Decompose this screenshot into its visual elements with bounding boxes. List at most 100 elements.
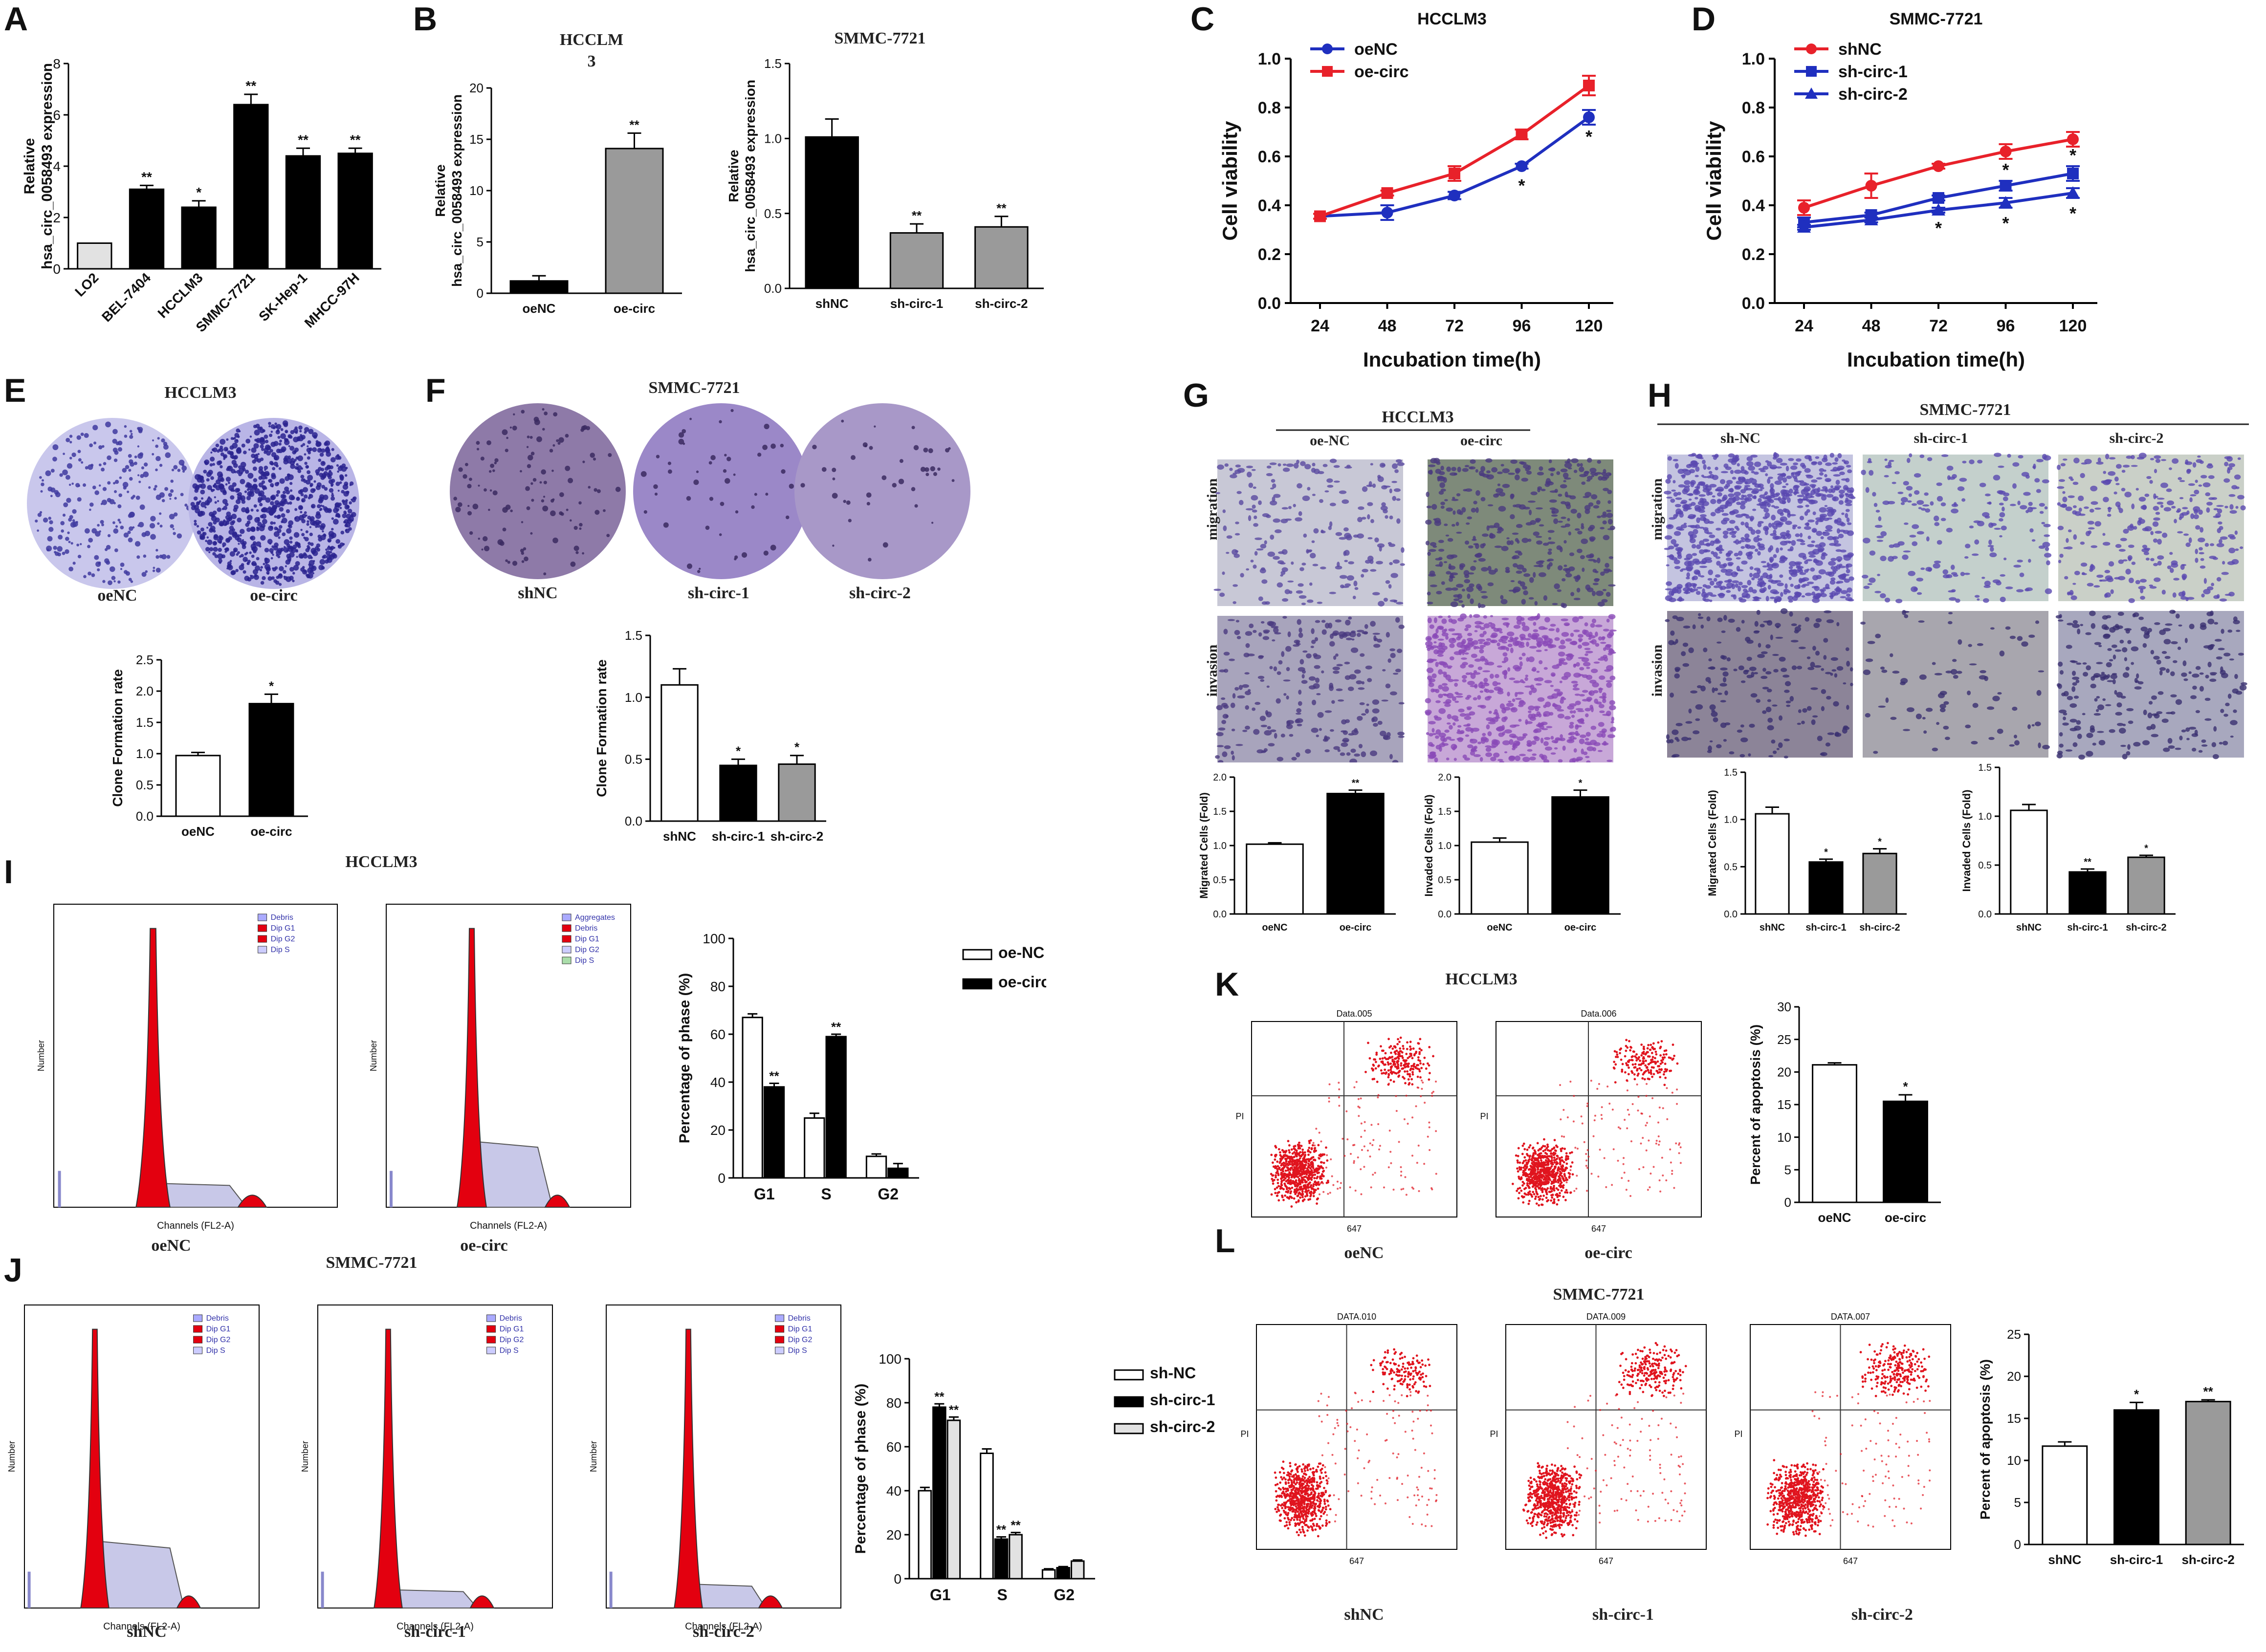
cell-dot [1785,532,1790,537]
cell-dot [1671,489,1676,492]
colony-dot [112,429,118,435]
colony-dot [204,461,209,465]
cell-dot [1470,565,1476,571]
colony-dot [719,420,722,424]
cell-dot [1221,719,1227,724]
cell-dot [1364,624,1368,629]
cell-dot [1523,590,1528,596]
cell-dot [1479,757,1483,762]
colony-dot [579,527,582,530]
cell-dot [1609,705,1616,711]
cell-dot [2087,521,2094,525]
cell-dot [1829,580,1836,585]
cell-dot [1847,587,1852,593]
significance-label: ** [1352,778,1360,789]
cell-dot [1575,759,1582,761]
cell-dot [2088,527,2095,530]
colony-dot [800,483,805,488]
colony-dot [137,524,140,527]
colony-dot [208,522,213,527]
cell-dot [1554,489,1558,493]
cell-dot [1942,569,1949,575]
colony-dot [169,498,172,500]
cell-dot [1770,580,1778,584]
cell-dot [1678,528,1685,531]
significance-label: * [1585,127,1592,147]
colony-dot [484,545,490,551]
colony-dot [59,473,63,477]
colony-dot [129,477,133,481]
cell-dot [1232,584,1238,587]
colony-dot [285,559,290,565]
cell-dot [1712,495,1716,498]
cell-dot [1994,453,2002,457]
cell-dot [1377,476,1384,482]
colony-dot [527,464,531,468]
cell-dot [1606,680,1613,682]
colony-dot [157,437,160,440]
cell-dot [1593,560,1597,563]
cell-dot [1692,576,1695,581]
cell-dot [1699,549,1705,554]
colony-dot [276,554,279,557]
colony-dot [72,509,77,514]
x-tick-label: 96 [1997,317,2015,335]
colony-dot [60,521,65,525]
cell-dot [1439,482,1445,488]
cell-dot [2036,459,2044,462]
colony-dot [159,512,162,515]
cell-dot [1799,579,1805,583]
cell-dot [1374,637,1378,641]
colony-dot [568,478,573,483]
cell-dot [2220,536,2228,540]
cell-dot [1867,583,1872,586]
colony-dot [107,534,111,538]
colony-dot [228,485,234,491]
cell-dot [2157,555,2164,560]
cell-dot [2078,513,2086,516]
cell-dot [1903,481,1909,486]
colony-dot [565,465,571,471]
colony-dot [241,443,245,448]
cell-dot [1335,565,1342,570]
cell-dot [2036,489,2042,493]
cell-dot [1464,540,1470,545]
colony-dot [300,444,304,448]
colony-dot [323,506,328,511]
cell-dot [1687,525,1695,527]
cell-dot [1556,545,1562,550]
cell-dot [1440,736,1446,742]
x-tick-label: sh-circ-1 [1805,922,1846,933]
colony-dot [286,528,292,534]
cell-dot [1473,645,1477,650]
cell-dot [1797,505,1804,508]
cell-dot [1235,620,1240,623]
cell-dot [1573,470,1578,473]
colony-dot [137,474,140,477]
cell-dot [1537,697,1545,702]
cell-dot [2110,589,2114,594]
y-tick-label: 100 [703,931,726,946]
cell-dot [1528,705,1535,711]
cell-dot [1597,515,1602,519]
cell-dot [1728,563,1733,566]
cell-dot [1773,506,1780,509]
cell-dot [1481,567,1488,572]
x-tick-label: shNC [1760,922,1785,933]
cell-dot [1311,540,1315,543]
cell-dot [1451,499,1459,501]
colony-dot [110,566,115,572]
cell-dot [1719,587,1723,590]
cell-dot [1230,474,1237,478]
cell-dot [1258,596,1263,601]
cell-dot [1598,722,1605,727]
colony-dot [312,572,315,575]
cell-dot [1790,584,1794,587]
colony-dot [212,489,215,491]
colony-dot [467,483,472,489]
cell-dot [1666,524,1674,529]
cell-dot [1691,544,1696,549]
cell-dot [1812,529,1817,533]
colony-dot [200,497,204,500]
